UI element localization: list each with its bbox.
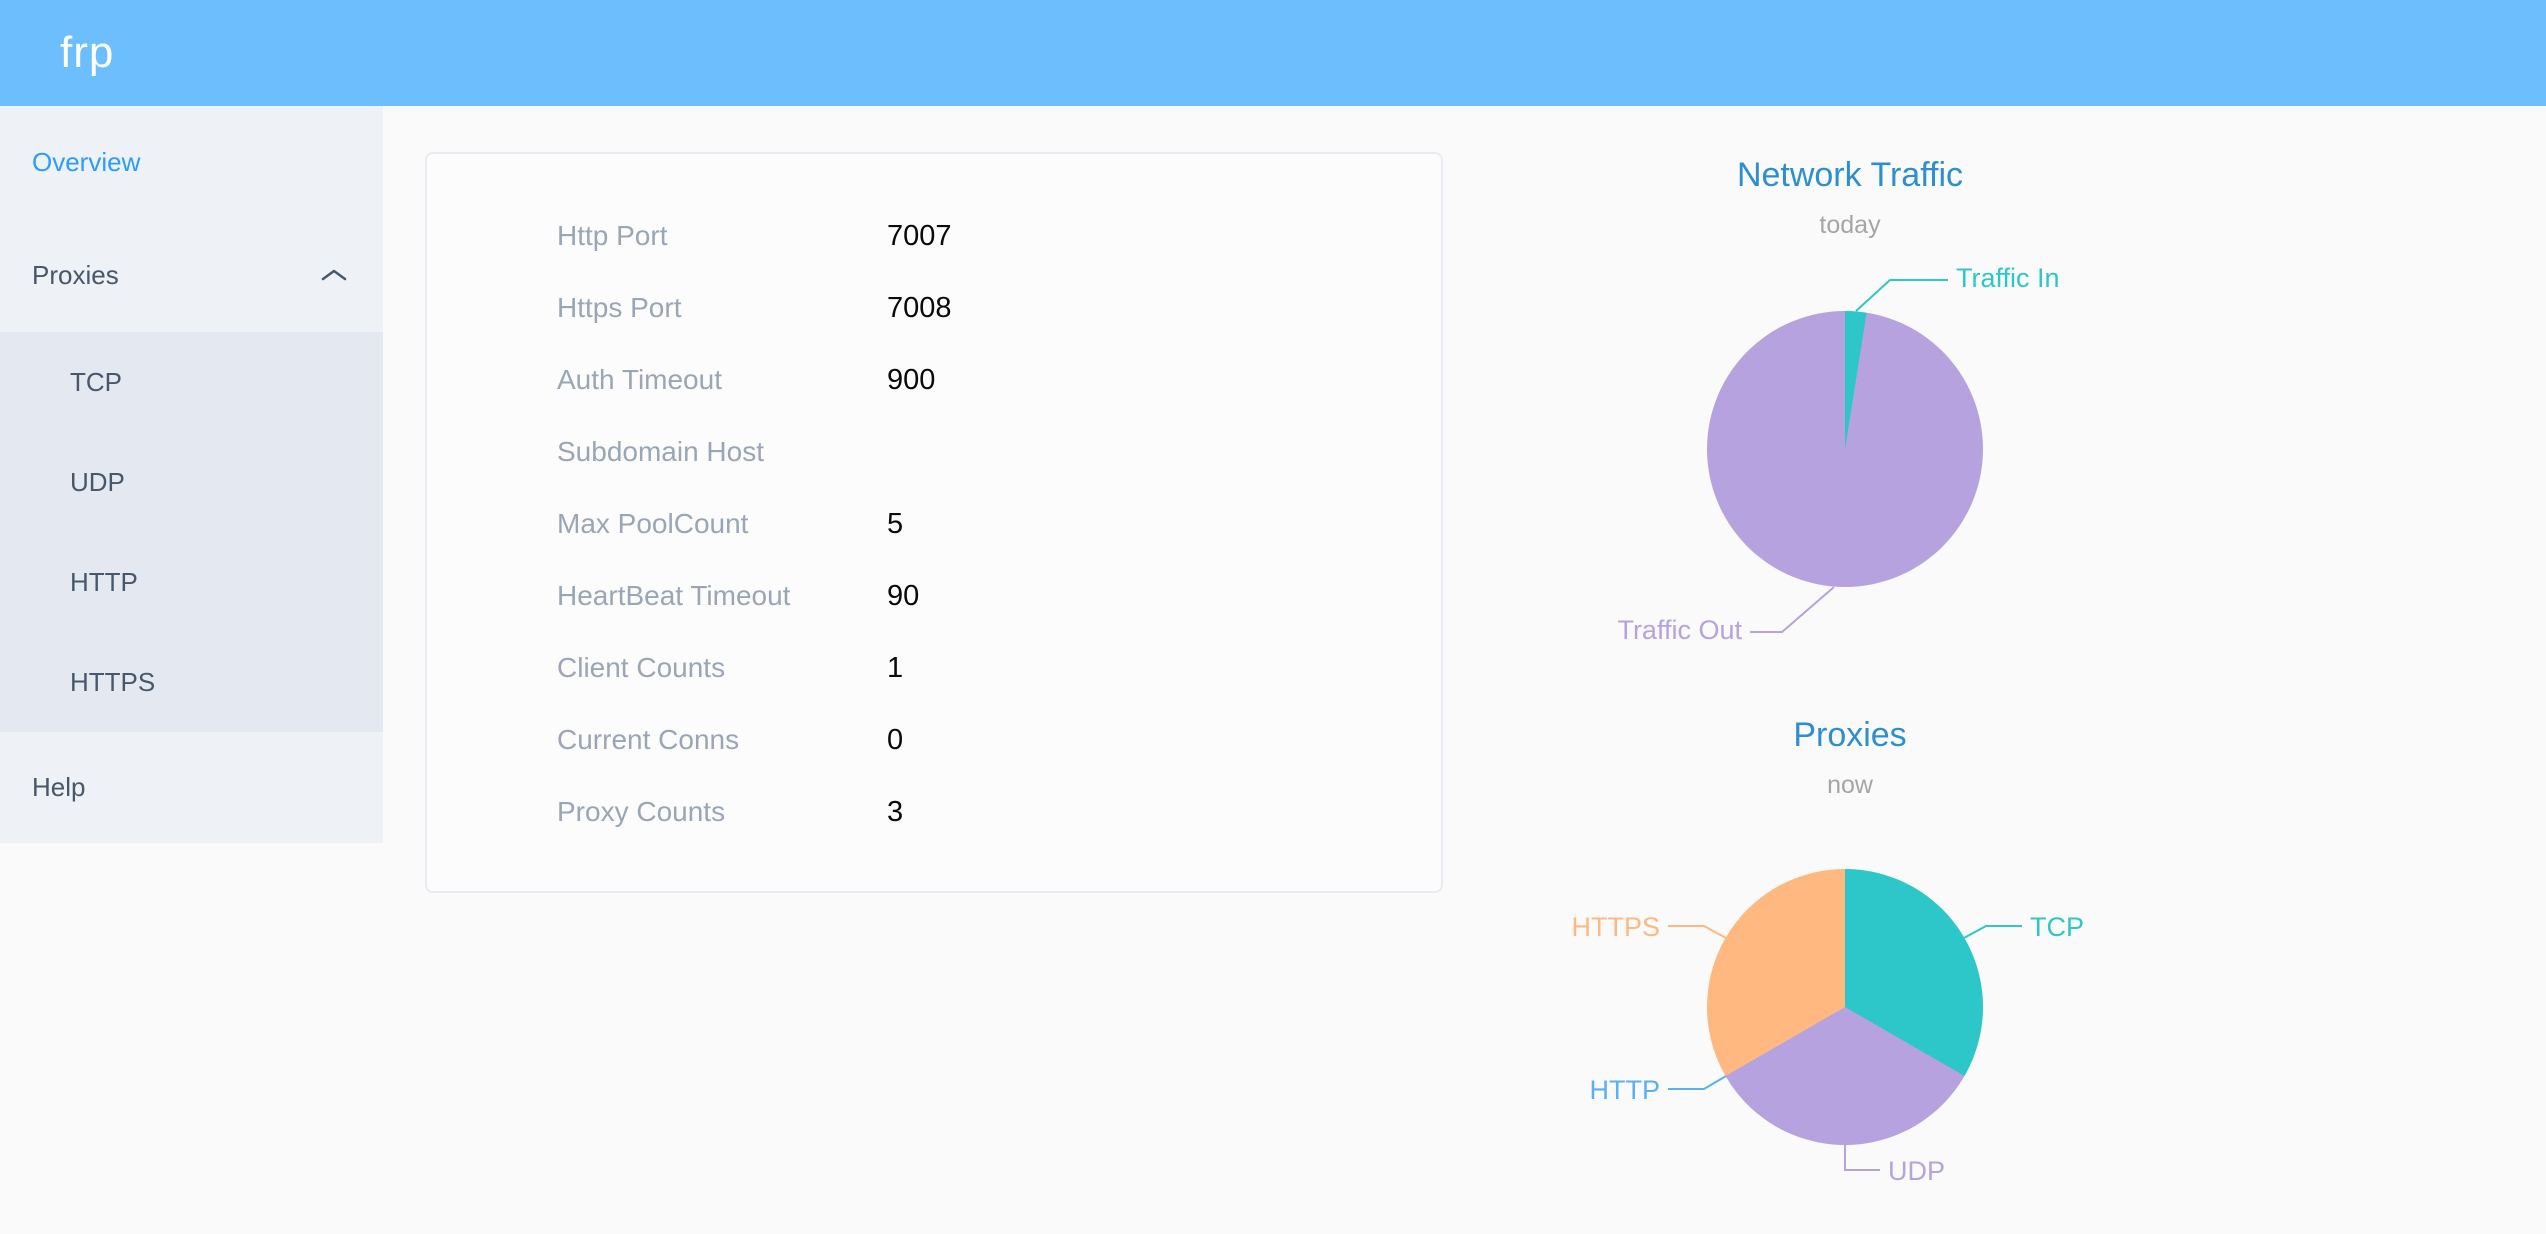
leader-udp <box>1844 1145 1880 1171</box>
leader-traffic-in <box>1855 279 1948 312</box>
sidebar: Overview Proxies TCP UDP HTTP HTTPS Help <box>0 106 383 843</box>
row-label: Http Port <box>557 220 668 251</box>
pie-label-https: HTTPS <box>1571 912 1660 942</box>
chart-title: Network Traffic <box>1736 156 1964 194</box>
chevron-up-icon <box>321 269 347 281</box>
sidebar-item-label: HTTP <box>70 566 138 597</box>
row-current-conns: Current Conns 0 <box>427 704 1441 776</box>
sidebar-item-label: Proxies <box>32 259 119 290</box>
sidebar-item-label: HTTPS <box>70 666 156 697</box>
row-value: 5 <box>887 507 904 540</box>
row-auth-timeout: Auth Timeout 900 <box>427 344 1441 416</box>
row-value: 3 <box>887 795 904 828</box>
sidebar-item-help[interactable]: Help <box>0 732 383 843</box>
pie-label-traffic-out: Traffic Out <box>1617 615 1742 645</box>
row-value: 0 <box>887 723 904 756</box>
chart-subtitle: today <box>1819 211 1881 239</box>
sidebar-item-tcp[interactable]: TCP <box>0 332 383 432</box>
row-label: Max PoolCount <box>557 508 749 539</box>
app-header: frp <box>0 0 2546 106</box>
row-label: Proxy Counts <box>557 796 726 827</box>
row-value: 7007 <box>887 219 952 252</box>
row-label: Auth Timeout <box>557 364 722 395</box>
pie-label-tcp: TCP <box>2030 912 2084 942</box>
network-traffic-pie[interactable] <box>1707 311 1983 587</box>
sidebar-item-http[interactable]: HTTP <box>0 532 383 632</box>
sidebar-item-label: TCP <box>70 366 122 397</box>
row-proxy-counts: Proxy Counts 3 <box>427 776 1441 848</box>
row-value: 1 <box>887 651 904 684</box>
pie-label-http: HTTP <box>1589 1075 1661 1105</box>
sidebar-item-label: Help <box>32 772 86 802</box>
row-value: 90 <box>887 579 920 612</box>
row-https-port: Https Port 7008 <box>427 272 1441 344</box>
row-max-poolcount: Max PoolCount 5 <box>427 488 1441 560</box>
row-http-port: Http Port 7007 <box>427 200 1441 272</box>
row-heartbeat-timeout: HeartBeat Timeout 90 <box>427 560 1441 632</box>
sidebar-submenu-proxies: TCP UDP HTTP HTTPS <box>0 332 383 732</box>
row-client-counts: Client Counts 1 <box>427 632 1441 704</box>
row-label: Subdomain Host <box>557 436 765 467</box>
row-value: 7008 <box>887 291 952 324</box>
pie-label-traffic-in: Traffic In <box>1956 263 2060 293</box>
row-label: Current Conns <box>557 724 740 755</box>
leader-https <box>1668 925 1727 939</box>
row-subdomain-host: Subdomain Host <box>427 416 1441 488</box>
sidebar-item-proxies[interactable]: Proxies <box>0 218 383 332</box>
chart-subtitle: now <box>1827 771 1873 799</box>
proxies-pie[interactable] <box>1707 869 1983 1145</box>
network-traffic-chart: Network Traffic today Traffic In Traffic… <box>1560 150 2140 680</box>
sidebar-item-https[interactable]: HTTPS <box>0 632 383 732</box>
leader-http <box>1668 1075 1727 1090</box>
server-info-card: Http Port 7007 Https Port 7008 Auth Time… <box>425 152 1443 893</box>
row-label: HeartBeat Timeout <box>557 580 791 611</box>
leader-tcp <box>1963 925 2022 939</box>
sidebar-item-overview[interactable]: Overview <box>0 106 383 218</box>
sidebar-item-label: UDP <box>70 466 125 497</box>
chart-title: Proxies <box>1793 716 1907 754</box>
proxies-chart: Proxies now TCP UDP HTTP HTTPS <box>1560 710 2140 1234</box>
row-value: 900 <box>887 363 936 396</box>
sidebar-item-udp[interactable]: UDP <box>0 432 383 532</box>
pie-label-udp: UDP <box>1888 1156 1946 1186</box>
row-label: Https Port <box>557 292 682 323</box>
row-label: Client Counts <box>557 652 726 683</box>
sidebar-item-label: Overview <box>32 146 141 177</box>
leader-traffic-out <box>1750 586 1835 633</box>
frp-logo: frp <box>60 28 115 77</box>
